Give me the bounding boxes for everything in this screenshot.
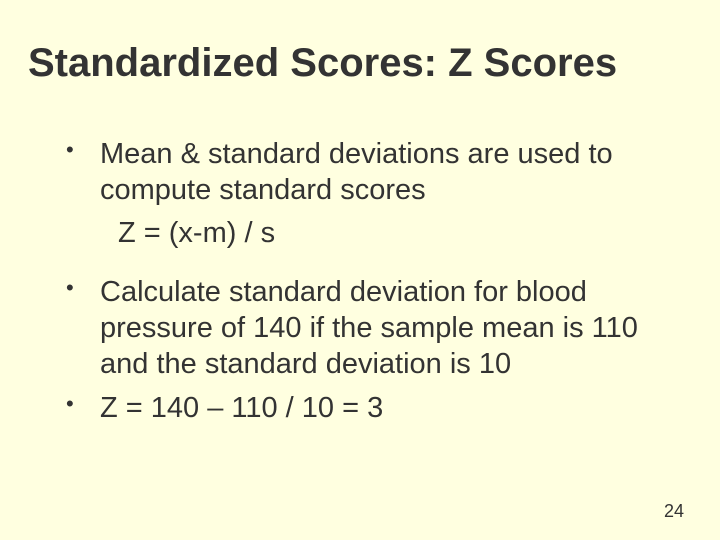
formula-text: Z = (x-m) / s: [28, 217, 692, 250]
bullet-list: Calculate standard deviation for blood p…: [28, 274, 692, 427]
slide-title: Standardized Scores: Z Scores: [28, 40, 692, 86]
bullet-item: Mean & standard deviations are used to c…: [66, 136, 692, 209]
bullet-item: Calculate standard deviation for blood p…: [66, 274, 692, 383]
page-number: 24: [664, 501, 684, 522]
bullet-list: Mean & standard deviations are used to c…: [28, 136, 692, 209]
bullet-item: Z = 140 – 110 / 10 = 3: [66, 390, 692, 426]
